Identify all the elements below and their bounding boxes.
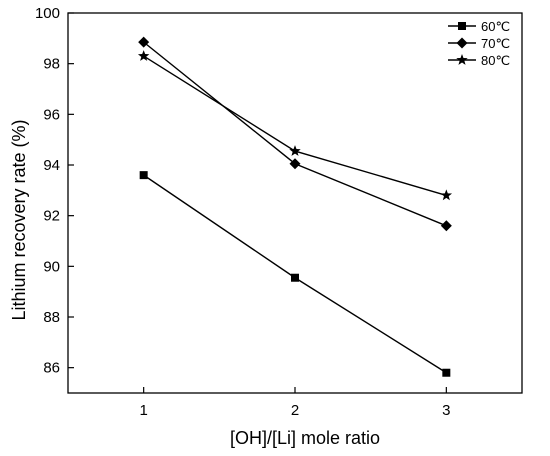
legend: 60℃ 70℃ 80℃ (448, 19, 510, 68)
data-point (289, 145, 301, 156)
legend-item: 80℃ (448, 53, 510, 68)
data-point (137, 50, 150, 61)
data-point (139, 171, 148, 180)
series-line (143, 55, 447, 197)
x-axis-title: [OH]/[Li] mole ratio (230, 428, 380, 448)
y-tick-label: 88 (43, 309, 60, 326)
legend-marker (456, 37, 468, 49)
series-line (143, 41, 447, 227)
series-3 (137, 50, 453, 201)
series-group (137, 36, 453, 377)
data-point (289, 158, 301, 170)
legend-label: 60℃ (481, 19, 510, 34)
legend-label: 80℃ (481, 53, 510, 68)
y-tick-label: 86 (43, 360, 60, 377)
data-point (442, 368, 451, 377)
x-tick-label: 2 (291, 402, 299, 419)
data-point (440, 220, 452, 232)
y-tick-label: 98 (43, 56, 60, 73)
data-point (138, 36, 150, 48)
x-axis: 1 2 3 (139, 387, 451, 419)
data-point (440, 189, 453, 201)
series-2 (138, 36, 452, 232)
legend-marker (456, 54, 468, 65)
y-tick-label: 96 (43, 106, 60, 123)
plot-border (67, 12, 523, 394)
legend-item: 70℃ (448, 36, 510, 51)
y-tick-label: 90 (43, 258, 60, 275)
y-tick-label: 100 (35, 5, 60, 22)
y-tick-label: 92 (43, 208, 60, 225)
plot-frame (67, 12, 523, 394)
series-1 (139, 171, 451, 377)
legend-marker (458, 22, 466, 30)
y-tick-label: 94 (43, 157, 60, 174)
y-axis-title: Lithium recovery rate (%) (9, 119, 29, 320)
legend-item: 60℃ (448, 19, 510, 34)
x-tick-label: 1 (139, 402, 147, 419)
x-tick-label: 3 (442, 402, 450, 419)
legend-label: 70℃ (481, 36, 510, 51)
data-point (291, 273, 299, 282)
y-axis: 86 88 90 92 94 96 98 100 (35, 5, 74, 377)
